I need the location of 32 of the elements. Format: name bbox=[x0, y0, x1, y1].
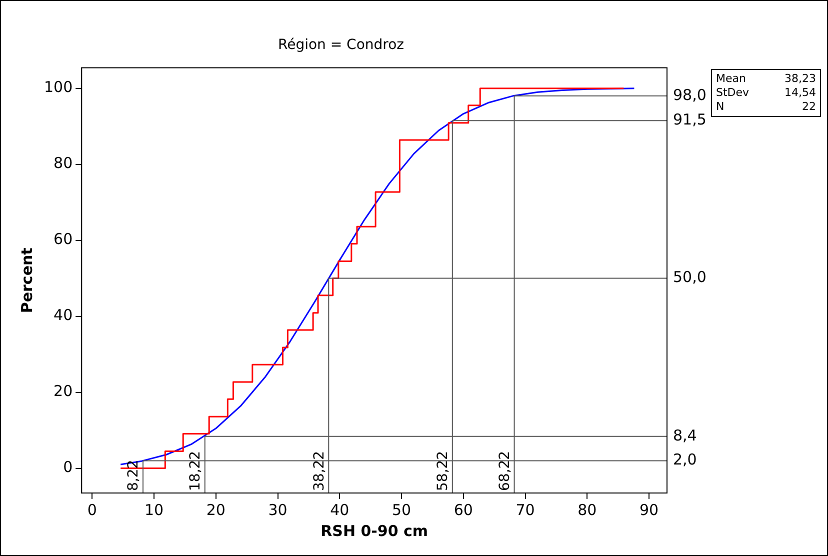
ref-line-label: 2,0 bbox=[673, 450, 697, 469]
text: N 22 bbox=[716, 100, 816, 113]
x-tick-label: 10 bbox=[144, 500, 164, 519]
ref-line-label: 98,0 bbox=[673, 86, 706, 104]
x-tick-label: 90 bbox=[640, 500, 659, 519]
x-tick-label: 40 bbox=[330, 500, 350, 519]
x-axis-title: RSH 0-90 cm bbox=[320, 522, 428, 540]
x-tick-label: 30 bbox=[268, 500, 288, 519]
text: Mean 38,23 bbox=[716, 72, 816, 85]
y-tick-label: 80 bbox=[54, 154, 73, 172]
y-tick-label: 40 bbox=[54, 306, 73, 324]
ref-line-label: 68,22 bbox=[496, 450, 513, 491]
y-tick-label: 60 bbox=[54, 230, 73, 248]
ref-line-label: 50,0 bbox=[673, 268, 706, 286]
x-tick-label: 70 bbox=[516, 500, 535, 519]
ref-line-label: 8,22 bbox=[126, 460, 142, 491]
x-tick-label: 50 bbox=[392, 500, 412, 519]
y-tick-label: 0 bbox=[63, 458, 73, 476]
y-axis-title: Percent bbox=[18, 248, 36, 314]
x-tick-label: 80 bbox=[578, 500, 597, 519]
text: StDev 14,54 bbox=[716, 86, 816, 99]
x-tick-label: 60 bbox=[454, 500, 473, 519]
ref-line-label: 91,5 bbox=[673, 110, 706, 129]
y-tick-label: 20 bbox=[54, 382, 73, 400]
ref-line-label: 58,22 bbox=[435, 450, 452, 491]
chart-title: Région = Condroz bbox=[278, 37, 404, 54]
ref-line-label: 38,22 bbox=[311, 450, 328, 491]
x-tick-label: 20 bbox=[206, 500, 226, 519]
ref-line-label: 8,4 bbox=[673, 426, 697, 444]
y-tick-label: 100 bbox=[44, 78, 73, 96]
ref-line-label: 18,22 bbox=[188, 450, 204, 491]
x-tick-label: 0 bbox=[87, 500, 97, 519]
